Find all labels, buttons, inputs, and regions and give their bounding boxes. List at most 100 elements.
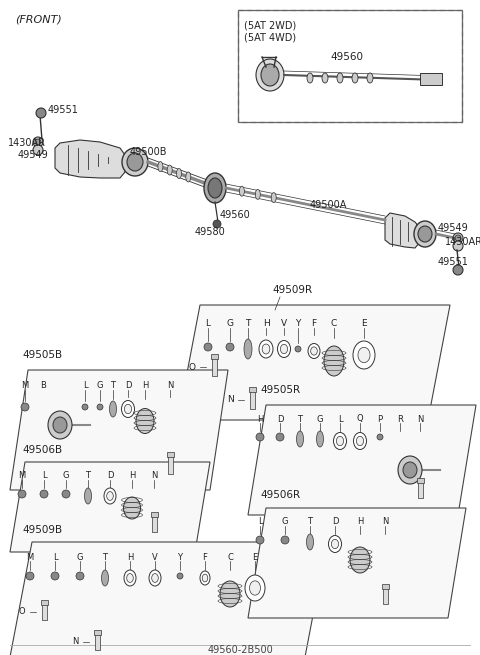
Text: D: D [277, 415, 283, 424]
Ellipse shape [244, 339, 252, 359]
Text: F: F [203, 553, 207, 561]
Ellipse shape [240, 186, 244, 196]
Text: N: N [417, 415, 423, 424]
Ellipse shape [127, 574, 133, 582]
Text: Q: Q [357, 415, 363, 424]
Ellipse shape [322, 73, 328, 83]
Circle shape [35, 139, 41, 145]
Text: H: H [142, 381, 148, 390]
Text: G: G [63, 472, 69, 481]
Text: G: G [77, 553, 83, 561]
Bar [249, 387, 256, 392]
Text: 49560: 49560 [330, 52, 363, 62]
Ellipse shape [149, 570, 161, 586]
Ellipse shape [256, 59, 284, 91]
Circle shape [295, 346, 301, 352]
Ellipse shape [136, 409, 154, 434]
Text: N: N [151, 472, 157, 481]
Circle shape [453, 233, 463, 243]
Text: N: N [227, 396, 233, 405]
Ellipse shape [307, 534, 313, 550]
Bar [212, 358, 217, 376]
Ellipse shape [262, 344, 270, 354]
Text: D: D [332, 517, 338, 527]
Bar [420, 73, 442, 85]
Ellipse shape [186, 172, 191, 182]
Ellipse shape [245, 575, 265, 601]
Polygon shape [10, 542, 327, 655]
Text: 49500B: 49500B [130, 147, 168, 157]
Ellipse shape [358, 347, 370, 363]
Bar [41, 600, 48, 605]
Circle shape [276, 433, 284, 441]
Bar [168, 456, 173, 474]
Text: M: M [26, 553, 34, 561]
Text: O: O [19, 607, 25, 616]
Text: F: F [312, 318, 317, 328]
Bar [417, 478, 424, 483]
Ellipse shape [398, 456, 422, 484]
Polygon shape [248, 508, 466, 618]
Text: T: T [245, 318, 251, 328]
Text: T: T [308, 517, 312, 527]
Ellipse shape [336, 436, 344, 445]
Ellipse shape [202, 574, 208, 582]
Ellipse shape [167, 165, 172, 175]
Text: (5AT 2WD): (5AT 2WD) [244, 20, 296, 30]
Circle shape [26, 572, 34, 580]
Ellipse shape [337, 73, 343, 83]
Text: H: H [357, 517, 363, 527]
Text: L: L [258, 517, 262, 527]
Circle shape [256, 433, 264, 441]
Text: 49506B: 49506B [22, 445, 62, 455]
Text: Y: Y [178, 553, 182, 561]
Circle shape [204, 343, 212, 351]
Bar [238, 10, 462, 122]
Text: 49551: 49551 [48, 105, 79, 115]
Ellipse shape [250, 581, 261, 595]
Ellipse shape [308, 343, 320, 358]
Ellipse shape [204, 173, 226, 203]
Ellipse shape [48, 411, 72, 439]
Ellipse shape [316, 431, 324, 447]
Text: L: L [338, 415, 342, 424]
Text: L: L [205, 318, 211, 328]
Text: 49505B: 49505B [22, 350, 62, 360]
Circle shape [33, 137, 43, 147]
Text: 1430AR: 1430AR [8, 138, 46, 148]
Text: L: L [83, 381, 87, 390]
Polygon shape [55, 140, 125, 178]
Text: (FRONT): (FRONT) [15, 14, 62, 24]
Text: T: T [103, 553, 108, 561]
Ellipse shape [280, 345, 288, 354]
Bar [152, 516, 157, 532]
Ellipse shape [84, 488, 92, 504]
Text: H: H [129, 472, 135, 481]
Text: G: G [97, 381, 103, 390]
Circle shape [51, 572, 59, 580]
Text: 49560: 49560 [220, 210, 251, 220]
Bar [418, 482, 423, 498]
Ellipse shape [334, 432, 347, 449]
Text: 49560-2B500: 49560-2B500 [207, 645, 273, 655]
Text: D: D [125, 381, 131, 390]
Ellipse shape [121, 400, 134, 417]
Ellipse shape [107, 492, 113, 500]
Ellipse shape [353, 341, 375, 369]
Ellipse shape [124, 570, 136, 586]
Text: E: E [361, 318, 367, 328]
Ellipse shape [328, 536, 341, 553]
Polygon shape [10, 370, 228, 490]
Ellipse shape [109, 401, 117, 417]
Text: O: O [189, 362, 195, 371]
Circle shape [281, 536, 289, 544]
Text: G: G [227, 318, 233, 328]
Circle shape [40, 490, 48, 498]
Circle shape [453, 265, 463, 275]
Bar [211, 354, 218, 359]
Text: Y: Y [295, 318, 300, 328]
Ellipse shape [152, 574, 158, 582]
Text: N: N [167, 381, 173, 390]
Text: T: T [85, 472, 91, 481]
Circle shape [21, 403, 29, 411]
